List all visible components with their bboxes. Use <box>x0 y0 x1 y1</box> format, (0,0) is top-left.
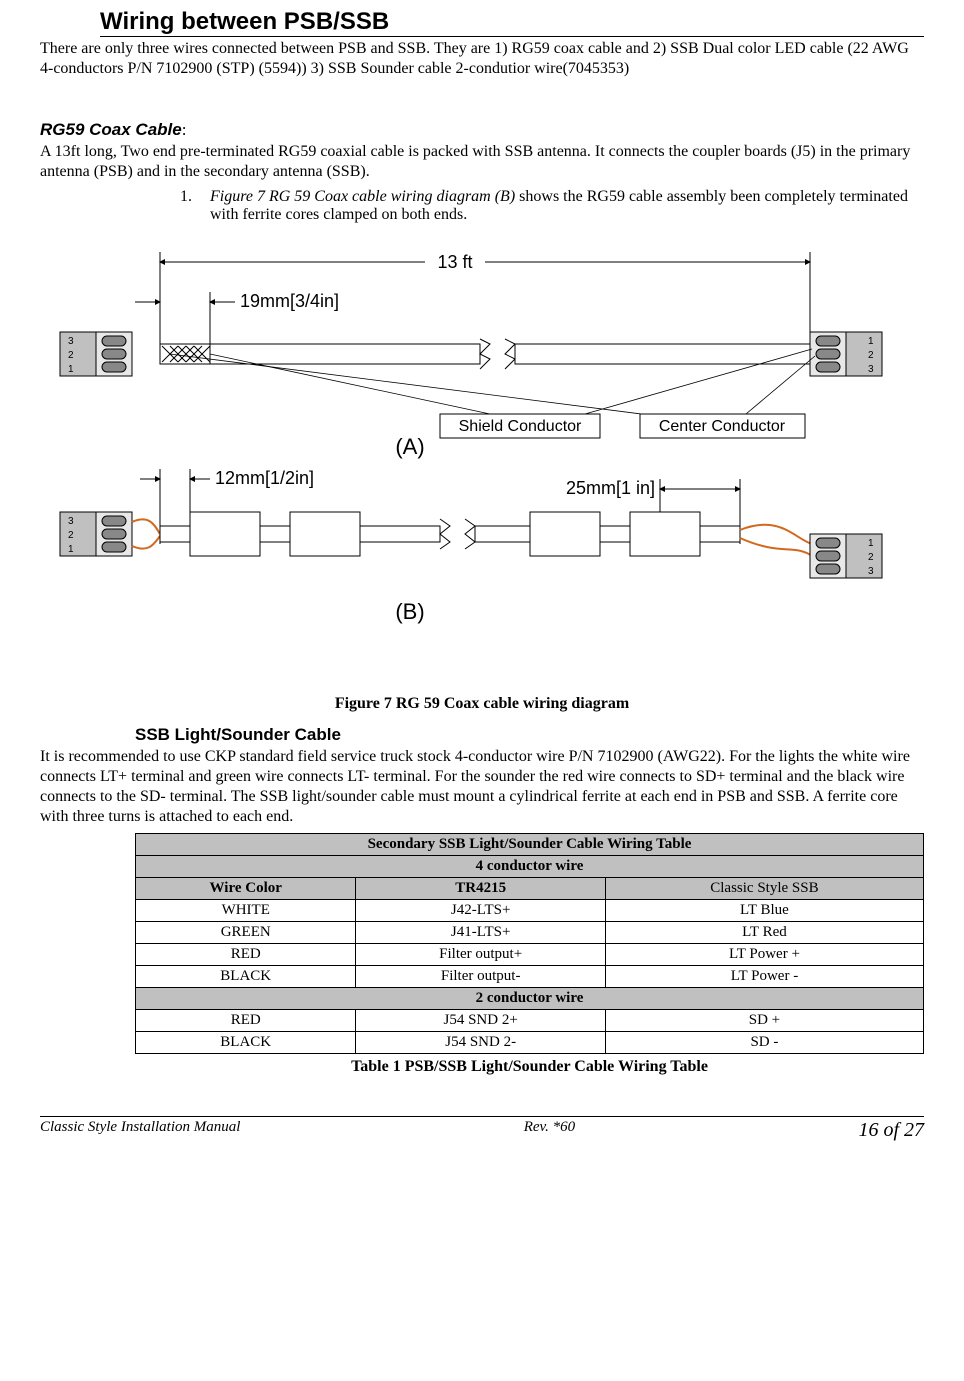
coax-title-colon: : <box>182 120 187 139</box>
table-caption: Table 1 PSB/SSB Light/Sounder Cable Wiri… <box>135 1058 924 1076</box>
cell: J42-LTS+ <box>356 900 605 922</box>
intro-paragraph: There are only three wires connected bet… <box>40 39 924 79</box>
cell: BLACK <box>136 1032 356 1054</box>
cell: LT Power + <box>605 944 923 966</box>
table-row: WHITE J42-LTS+ LT Blue <box>136 900 924 922</box>
wiring-table: Secondary SSB Light/Sounder Cable Wiring… <box>135 833 924 1054</box>
page-footer: Classic Style Installation Manual Rev. *… <box>40 1116 924 1142</box>
cell: LT Red <box>605 922 923 944</box>
cell: GREEN <box>136 922 356 944</box>
pin-label: 3 <box>68 336 74 347</box>
cell: J41-LTS+ <box>356 922 605 944</box>
figure-caption: Figure 7 RG 59 Coax cable wiring diagram <box>40 695 924 713</box>
pin-label: 3 <box>868 566 874 577</box>
dim-b-right: 25mm[1 in] <box>566 478 655 498</box>
pin-label: 2 <box>868 350 874 361</box>
footer-page-number: 16 of 27 <box>858 1119 924 1142</box>
cell: J54 SND 2- <box>356 1032 605 1054</box>
list-body: Figure 7 RG 59 Coax cable wiring diagram… <box>210 188 924 224</box>
footer-left: Classic Style Installation Manual <box>40 1119 240 1142</box>
table-row: RED J54 SND 2+ SD + <box>136 1010 924 1032</box>
pin-label: 1 <box>868 538 874 549</box>
cell: BLACK <box>136 966 356 988</box>
table-main-header: Secondary SSB Light/Sounder Cable Wiring… <box>136 834 924 856</box>
pin-label: 1 <box>68 544 74 555</box>
cell: J54 SND 2+ <box>356 1010 605 1032</box>
page-title: Wiring between PSB/SSB <box>100 8 924 37</box>
footer-center: Rev. *60 <box>524 1119 575 1142</box>
dim-total-length: 13 ft <box>437 252 472 272</box>
cell: LT Power - <box>605 966 923 988</box>
coax-title: RG59 Coax Cable: <box>40 119 924 140</box>
ssb-title: SSB Light/Sounder Cable <box>135 725 924 745</box>
pin-label: 1 <box>68 364 74 375</box>
table-row: BLACK J54 SND 2- SD - <box>136 1032 924 1054</box>
table-row: GREEN J41-LTS+ LT Red <box>136 922 924 944</box>
figure-reference: Figure 7 RG 59 Coax cable wiring diagram… <box>210 188 515 205</box>
connector-b-left: 3 2 1 <box>60 512 132 556</box>
shield-conductor-label: Shield Conductor <box>459 418 582 435</box>
pin-label: 3 <box>68 516 74 527</box>
center-conductor-label: Center Conductor <box>659 418 786 435</box>
cell: RED <box>136 944 356 966</box>
cell: SD - <box>605 1032 923 1054</box>
dim-b-left: 12mm[1/2in] <box>215 468 314 488</box>
coax-title-text: RG59 Coax Cable <box>40 120 182 139</box>
pin-label: 2 <box>68 530 74 541</box>
coax-wiring-diagram: 13 ft 19mm[3/4in] 3 2 1 <box>40 244 924 689</box>
coax-paragraph: A 13ft long, Two end pre-terminated RG59… <box>40 142 924 182</box>
col-header: Wire Color <box>136 878 356 900</box>
table-row: RED Filter output+ LT Power + <box>136 944 924 966</box>
pin-label: 2 <box>68 350 74 361</box>
pin-label: 2 <box>868 552 874 563</box>
cell: LT Blue <box>605 900 923 922</box>
col-header: TR4215 <box>356 878 605 900</box>
pin-label: 1 <box>868 336 874 347</box>
cell: WHITE <box>136 900 356 922</box>
cell: SD + <box>605 1010 923 1032</box>
list-number: 1. <box>180 188 210 224</box>
ssb-paragraph: It is recommended to use CKP standard fi… <box>40 747 924 827</box>
coax-list-item: 1. Figure 7 RG 59 Coax cable wiring diag… <box>180 188 924 224</box>
hatched-segment <box>160 344 210 364</box>
pin-label: 3 <box>868 364 874 375</box>
subfig-a-label: (A) <box>395 434 424 459</box>
dim-a-left: 19mm[3/4in] <box>240 291 339 311</box>
connector-a-left: 3 2 1 <box>60 332 132 376</box>
connector-b-right: 1 2 3 <box>810 534 882 578</box>
table-section-2cond: 2 conductor wire <box>136 988 924 1010</box>
connector-a-right: 1 2 3 <box>810 332 882 376</box>
table-row: BLACK Filter output- LT Power - <box>136 966 924 988</box>
cell: Filter output- <box>356 966 605 988</box>
cell: RED <box>136 1010 356 1032</box>
table-section-4cond: 4 conductor wire <box>136 856 924 878</box>
col-header: Classic Style SSB <box>605 878 923 900</box>
cell: Filter output+ <box>356 944 605 966</box>
subfig-b-label: (B) <box>395 599 424 624</box>
wiring-table-wrapper: Secondary SSB Light/Sounder Cable Wiring… <box>135 833 924 1076</box>
